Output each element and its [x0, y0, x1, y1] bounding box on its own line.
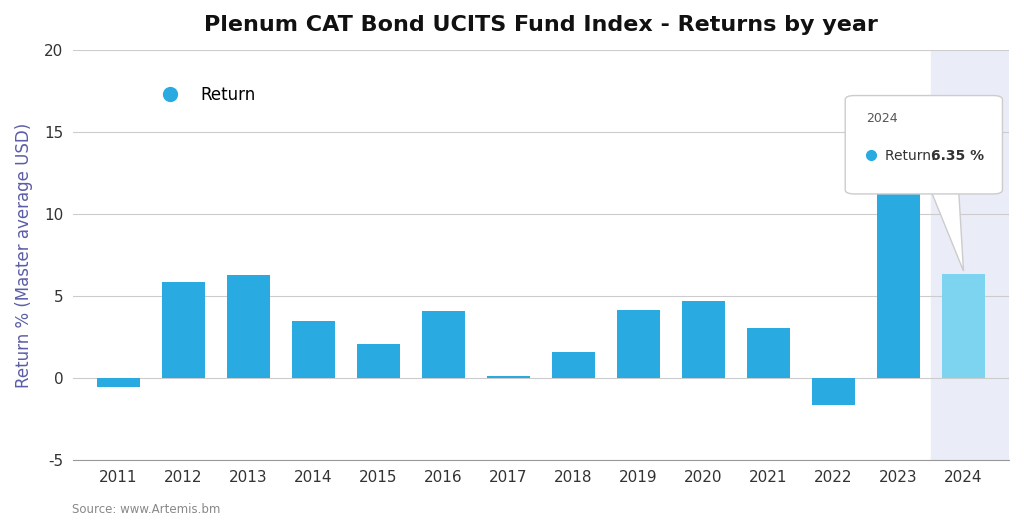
Bar [357, 344, 399, 378]
Text: Return:: Return: [885, 150, 940, 163]
Bar [552, 352, 595, 378]
Bar [423, 311, 465, 378]
Legend: Return: Return [146, 79, 262, 110]
Bar [812, 378, 855, 405]
Bar [293, 321, 335, 378]
Bar [227, 275, 269, 378]
Polygon shape [931, 190, 964, 271]
Bar [617, 309, 659, 378]
Bar [97, 378, 139, 388]
Bar [682, 301, 725, 378]
FancyBboxPatch shape [930, 186, 959, 192]
Bar [942, 274, 985, 378]
Bar [931, 51, 1024, 461]
Bar [163, 282, 205, 378]
Bar [748, 328, 790, 378]
Title: Plenum CAT Bond UCITS Fund Index - Returns by year: Plenum CAT Bond UCITS Fund Index - Retur… [204, 15, 878, 35]
Text: 6.35 %: 6.35 % [931, 150, 984, 163]
Bar [487, 376, 529, 378]
Text: Source: www.Artemis.bm: Source: www.Artemis.bm [72, 503, 220, 516]
Y-axis label: Return % (Master average USD): Return % (Master average USD) [15, 123, 33, 388]
FancyBboxPatch shape [845, 95, 1002, 194]
Text: 2024: 2024 [866, 112, 897, 125]
Bar [878, 134, 920, 378]
